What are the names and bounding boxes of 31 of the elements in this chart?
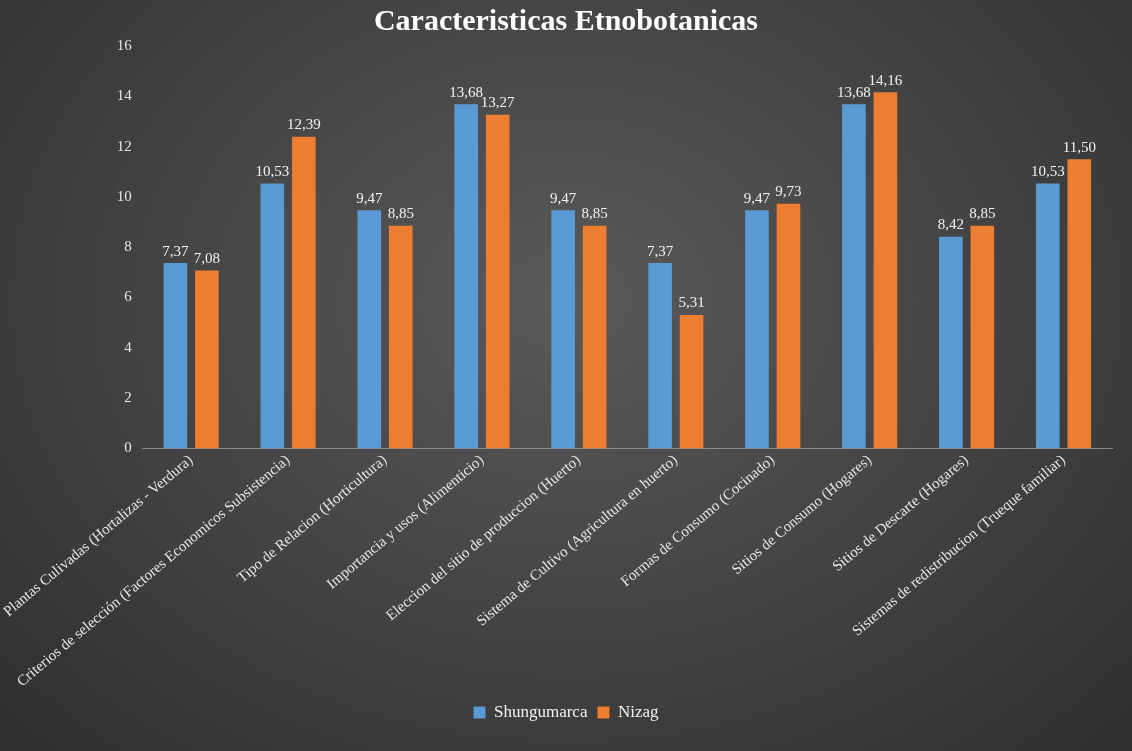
data-label: 7,08	[193, 249, 221, 266]
data-label: 11,50	[1062, 138, 1096, 155]
data-label: 10,53	[255, 163, 290, 180]
data-label: 9,47	[550, 189, 577, 206]
y-tick-label: 4	[124, 338, 133, 355]
y-tick-label: 6	[124, 288, 133, 305]
data-label: 8,85	[581, 205, 608, 222]
data-label: 10,53	[1030, 163, 1065, 180]
data-label: 8,85	[969, 205, 996, 222]
data-label: 7,37	[646, 242, 674, 259]
y-tick-label: 0	[124, 439, 132, 456]
y-tick-label: 10	[116, 187, 132, 204]
data-label: 7,37	[162, 242, 190, 259]
chart-title: Caracteristicas Etnobotanicas	[373, 2, 759, 36]
data-label: 14,16	[868, 71, 903, 88]
y-tick-label: 8	[124, 238, 132, 255]
data-label: 5,31	[678, 294, 705, 311]
y-tick-label: 16	[116, 36, 133, 53]
data-label: 13,68	[837, 83, 871, 100]
data-label: 9,47	[743, 189, 771, 206]
data-label: 9,47	[356, 189, 383, 206]
y-tick-label: 12	[116, 137, 132, 154]
data-label: 12,39	[286, 116, 321, 133]
data-label: 8,85	[387, 205, 414, 222]
data-label: 8,42	[937, 216, 964, 233]
data-label: 13,68	[449, 83, 484, 100]
legend-label: Nizag	[617, 701, 660, 721]
y-tick-label: 2	[124, 389, 132, 406]
y-tick-label: 14	[116, 87, 133, 104]
legend-label: Shungumarca	[493, 701, 588, 721]
data-label: 9,73	[775, 183, 802, 200]
